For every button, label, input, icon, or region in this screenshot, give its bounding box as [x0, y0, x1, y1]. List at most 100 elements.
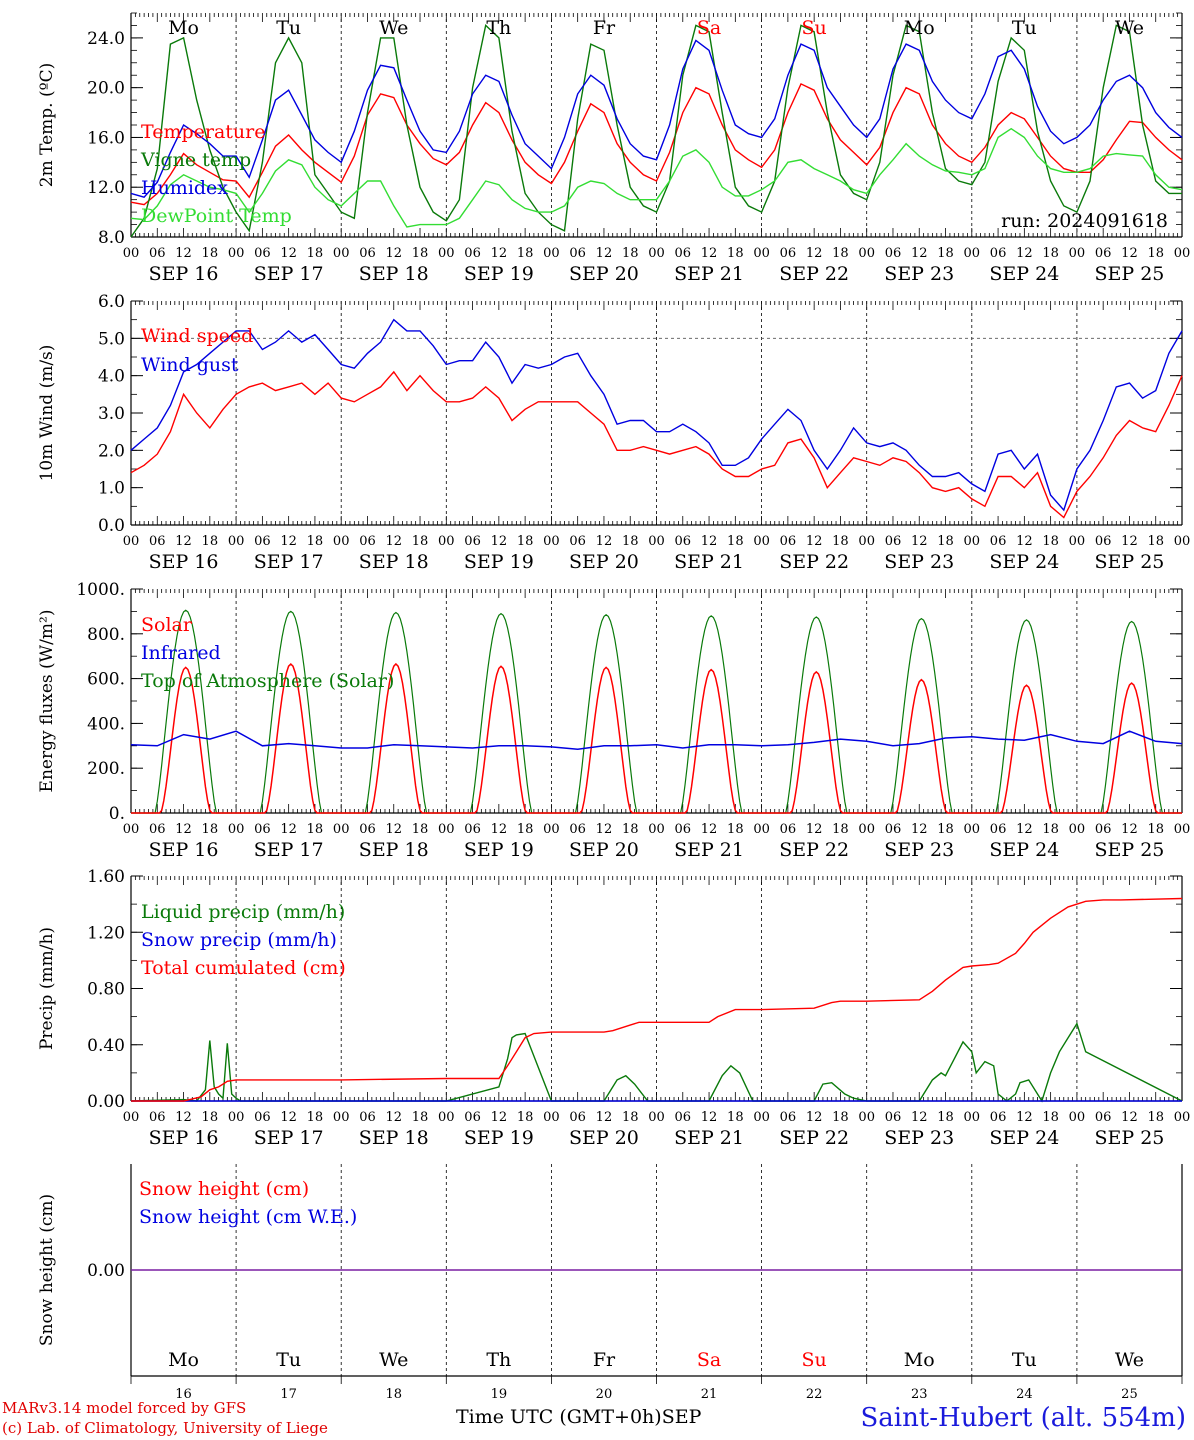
weekday-label-bottom: We — [1115, 1349, 1144, 1371]
hour-tick-label: 06 — [885, 534, 902, 549]
day-number-label: 22 — [806, 1387, 823, 1402]
y-tick-label: 1.60 — [87, 867, 125, 887]
date-label: SEP 18 — [359, 263, 429, 285]
hour-tick-label: 06 — [1095, 246, 1112, 261]
hour-tick-label: 00 — [333, 822, 350, 837]
hour-tick-label: 12 — [806, 1110, 823, 1125]
day-number-label: 16 — [175, 1387, 192, 1402]
y-tick-label: 4.0 — [98, 367, 125, 387]
y-axis-label: 2m Temp. (ºC) — [37, 63, 57, 188]
hour-tick-label: 00 — [543, 246, 560, 261]
hour-tick-label: 18 — [412, 534, 429, 549]
hour-tick-label: 12 — [596, 822, 613, 837]
hour-tick-label: 12 — [280, 246, 297, 261]
hour-tick-label: 18 — [517, 534, 534, 549]
date-label: SEP 24 — [989, 1127, 1059, 1149]
date-label: SEP 21 — [674, 839, 744, 861]
hour-tick-label: 06 — [780, 246, 797, 261]
hour-tick-label: 12 — [911, 534, 928, 549]
hour-tick-label: 18 — [412, 822, 429, 837]
date-label: SEP 16 — [149, 263, 219, 285]
hour-tick-label: 00 — [438, 1110, 455, 1125]
hour-tick-label: 18 — [517, 822, 534, 837]
hour-tick-label: 18 — [727, 1110, 744, 1125]
hour-tick-label: 12 — [1121, 1110, 1138, 1125]
hour-tick-label: 12 — [491, 534, 508, 549]
hour-tick-label: 06 — [675, 534, 692, 549]
hour-tick-label: 06 — [254, 246, 271, 261]
y-tick-label: 6.0 — [98, 292, 125, 312]
weekday-label: Tu — [276, 17, 301, 39]
hour-tick-label: 00 — [123, 1110, 140, 1125]
legend-entry: Snow height (cm) — [139, 1178, 309, 1200]
date-label: SEP 20 — [569, 551, 639, 573]
series-group — [130, 318, 1183, 519]
date-label: SEP 25 — [1095, 263, 1165, 285]
date-label: SEP 24 — [989, 263, 1059, 285]
hour-tick-label: 18 — [832, 822, 849, 837]
hour-tick-label: 00 — [1174, 1110, 1191, 1125]
panel-wind: 00 06 12 18 00 06 12 18 00 06 12 18 00 06 12 18 00 06 12 18… — [37, 292, 1190, 573]
hour-tick-label: 18 — [937, 822, 954, 837]
hour-tick-label: 12 — [911, 822, 928, 837]
date-label: SEP 22 — [779, 1127, 849, 1149]
y-tick-label: 1.20 — [87, 923, 125, 943]
day-number-label: 19 — [491, 1387, 508, 1402]
y-tick-label: 0.00 — [87, 1261, 125, 1281]
hour-tick-label: 18 — [937, 246, 954, 261]
legend-entry: Snow precip (mm/h) — [141, 929, 337, 951]
hour-tick-label: 06 — [149, 246, 166, 261]
y-tick-label: 0.80 — [87, 980, 125, 1000]
hour-tick-label: 00 — [858, 1110, 875, 1125]
date-label: SEP 16 — [149, 551, 219, 573]
y-axis-label: Snow height (cm) — [37, 1194, 57, 1346]
y-axis-label: Energy fluxes (W/m²) — [37, 610, 57, 793]
hour-tick-label: 06 — [675, 822, 692, 837]
weekday-label-bottom: Fr — [593, 1349, 616, 1371]
hour-tick-label: 06 — [569, 1110, 586, 1125]
time-axis-label: Time UTC (GMT+0h)SEP — [456, 1406, 701, 1428]
hour-tick-label: 00 — [438, 534, 455, 549]
date-label: SEP 17 — [254, 551, 324, 573]
hour-tick-label: 06 — [990, 534, 1007, 549]
hour-tick-label: 06 — [990, 1110, 1007, 1125]
hour-tick-label: 00 — [1069, 1110, 1086, 1125]
hour-tick-label: 00 — [228, 246, 245, 261]
hour-tick-label: 06 — [569, 822, 586, 837]
day-number-label: 25 — [1121, 1387, 1138, 1402]
hour-tick-label: 00 — [228, 534, 245, 549]
series-line-temperature — [130, 82, 1183, 206]
hour-tick-label: 00 — [543, 1110, 560, 1125]
y-tick-label: 800. — [87, 625, 125, 645]
date-label: SEP 20 — [569, 839, 639, 861]
hour-tick-label: 18 — [1042, 822, 1059, 837]
hour-tick-label: 00 — [753, 1110, 770, 1125]
hour-tick-label: 00 — [1174, 822, 1191, 837]
hour-tick-label: 00 — [648, 822, 665, 837]
hour-tick-label: 18 — [202, 822, 219, 837]
hour-tick-label: 00 — [858, 246, 875, 261]
hour-tick-label: 00 — [438, 246, 455, 261]
run-label: run: 2024091618 — [1001, 210, 1168, 232]
hour-tick-label: 18 — [307, 534, 324, 549]
y-tick-label: 8.0 — [98, 228, 125, 248]
hour-tick-label: 12 — [701, 534, 718, 549]
hour-tick-label: 18 — [832, 246, 849, 261]
hour-tick-label: 06 — [1095, 534, 1112, 549]
hour-tick-label: 00 — [543, 822, 560, 837]
hour-tick-label: 12 — [280, 1110, 297, 1125]
hour-tick-label: 12 — [701, 246, 718, 261]
hour-tick-label: 00 — [1174, 534, 1191, 549]
weekday-label-bottom: Sa — [697, 1349, 721, 1371]
series-group — [130, 24, 1183, 238]
hour-tick-label: 12 — [175, 822, 192, 837]
hour-tick-label: 12 — [806, 246, 823, 261]
weekday-label-bottom: Su — [802, 1349, 827, 1371]
station-name: Saint-Hubert (alt. 554m) — [860, 1403, 1186, 1433]
hour-tick-label: 00 — [648, 1110, 665, 1125]
y-tick-label: 12.0 — [87, 178, 125, 198]
date-label: SEP 23 — [884, 263, 954, 285]
hour-tick-label: 18 — [202, 1110, 219, 1125]
hour-tick-label: 12 — [596, 1110, 613, 1125]
